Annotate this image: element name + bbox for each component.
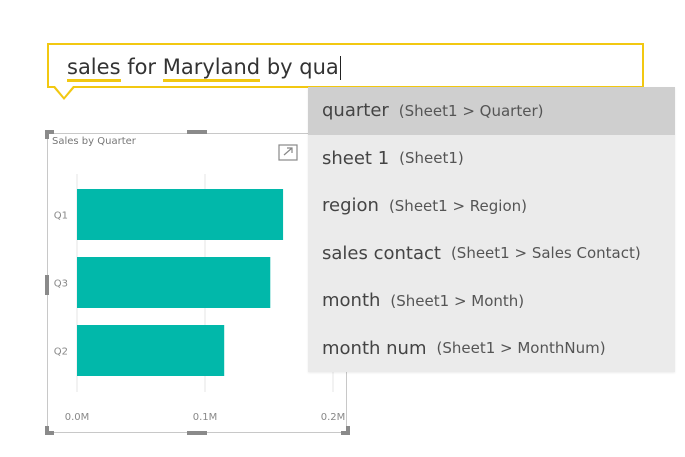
resize-handle-top-left[interactable] [45,130,54,134]
text-caret [339,56,341,80]
suggestion-item[interactable]: quarter (Sheet1 > Quarter) [308,87,675,135]
suggestion-term: quarter [322,100,389,122]
qna-box-pointer-fill [55,86,73,97]
y-category-label: Q3 [54,279,68,290]
resize-handle-left[interactable] [45,275,49,295]
query-term-sales: sales [67,55,121,82]
query-text-by: by [260,55,300,79]
qna-search-box[interactable]: sales for Maryland by qua [47,43,644,88]
resize-handle-top-left[interactable] [45,130,49,139]
qna-query-input[interactable]: sales for Maryland by qua [67,54,341,82]
y-category-label: Q1 [54,211,68,222]
suggestion-term: month num [322,337,427,359]
resize-handle-bottom-right[interactable] [346,426,350,435]
query-partial-term: qua [299,55,339,79]
suggestion-path: (Sheet1 > Month) [390,291,525,310]
suggestion-path: (Sheet1 > Region) [388,196,528,215]
bar-chart: 0.0M 0.1M 0.2M Q1 Q3 Q2 [54,174,346,423]
query-text-for: for [120,55,163,79]
x-tick-label: 0.1M [193,412,218,423]
suggestion-item[interactable]: month num (Sheet1 > MonthNum) [308,325,675,373]
suggestion-item[interactable]: sales contact (Sheet1 > Sales Contact) [308,230,675,278]
resize-handle-top[interactable] [187,130,207,134]
bar [77,325,225,376]
suggestion-term: region [322,195,379,217]
suggestion-term: month [322,290,381,312]
suggestion-item[interactable]: region (Sheet1 > Region) [308,182,675,230]
suggestion-item[interactable]: month (Sheet1 > Month) [308,277,675,325]
resize-handle-bottom-left[interactable] [45,426,49,435]
bar [77,189,284,240]
suggestion-term: sales contact [322,242,441,264]
suggestion-path: (Sheet1 > Sales Contact) [450,244,641,263]
x-tick-label: 0.0M [65,412,90,423]
suggestion-path: (Sheet1 > MonthNum) [436,339,606,358]
suggestion-item[interactable]: sheet 1 (Sheet1) [308,135,675,183]
suggestion-path: (Sheet1 > Quarter) [398,101,544,120]
resize-handle-bottom[interactable] [187,431,207,435]
chart-visual[interactable]: Sales by Quarter 0.0M 0.1M 0.2M Q1 Q3 Q2 [47,133,347,433]
query-term-maryland: Maryland [162,55,261,82]
autocomplete-dropdown: quarter (Sheet1 > Quarter) sheet 1 (Shee… [308,87,675,372]
focus-mode-icon[interactable] [278,144,298,161]
chart-title: Sales by Quarter [52,136,136,147]
y-category-label: Q2 [54,347,68,358]
suggestion-term: sheet 1 [322,147,390,169]
bar [77,257,271,308]
resize-handle-bottom-right[interactable] [341,431,350,435]
suggestion-path: (Sheet1) [399,149,464,168]
resize-handle-bottom-left[interactable] [45,431,54,435]
x-tick-label: 0.2M [321,412,346,423]
